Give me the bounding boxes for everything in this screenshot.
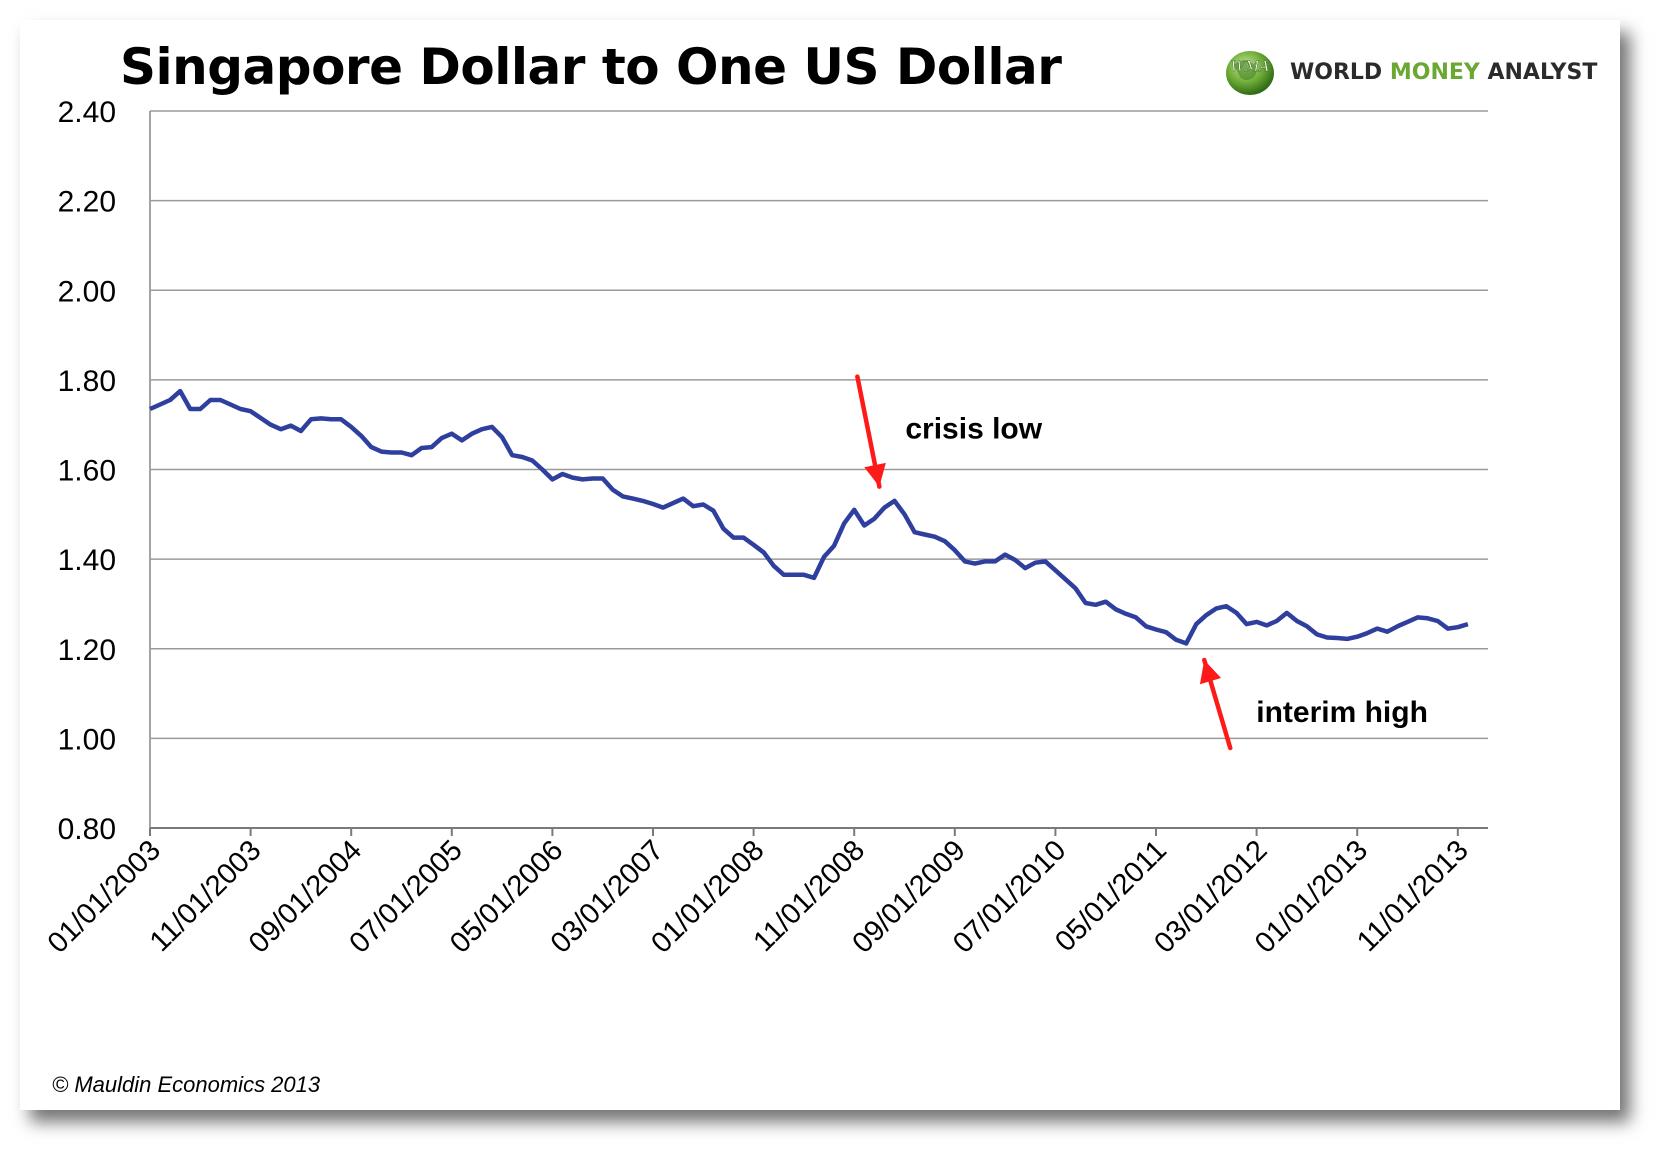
y-tick-label: 1.00 bbox=[58, 723, 116, 756]
brand-name: WORLD MONEY ANALYST bbox=[1290, 60, 1597, 85]
copyright-text: © Mauldin Economics 2013 bbox=[52, 1072, 321, 1097]
y-tick-labels: 0.80 1.00 1.20 1.40 1.60 1.80 2.00 2.20 2.40 bbox=[58, 96, 116, 846]
brand-logo: WMA WORLD MONEY ANALYST bbox=[1218, 42, 1597, 102]
crisis-low-arrow-head bbox=[864, 462, 886, 487]
crisis-low-arrow bbox=[855, 374, 886, 489]
y-tick-label: 1.20 bbox=[58, 634, 116, 667]
annotation-interim-high: interim high bbox=[1256, 696, 1428, 729]
brand-name-world: WORLD bbox=[1290, 59, 1390, 85]
y-tick-label: 1.60 bbox=[58, 455, 116, 488]
x-tick-labels: 01/01/200311/01/200309/01/200407/01/2005… bbox=[42, 834, 1475, 959]
globe-icon: WMA bbox=[1226, 51, 1274, 95]
brand-logo-text: WMA bbox=[1231, 59, 1270, 75]
annotations: crisis low interim high bbox=[855, 374, 1428, 751]
brand-name-analyst: ANALYST bbox=[1479, 59, 1598, 85]
y-tick-label: 1.40 bbox=[58, 544, 116, 577]
y-tick-label: 1.80 bbox=[58, 365, 116, 398]
interim-high-arrow-head bbox=[1199, 660, 1222, 685]
interim-high-arrow bbox=[1199, 657, 1233, 751]
y-tick-label: 2.40 bbox=[58, 96, 116, 129]
brand-name-money: MONEY bbox=[1389, 59, 1480, 85]
y-tick-label: 2.00 bbox=[58, 275, 116, 308]
y-tick-label: 0.80 bbox=[58, 813, 116, 846]
annotation-crisis-low: crisis low bbox=[905, 413, 1042, 446]
page-title: Singapore Dollar to One US Dollar bbox=[120, 38, 1062, 96]
grid-lines bbox=[150, 110, 1488, 740]
axes bbox=[149, 111, 1488, 836]
series-line bbox=[149, 388, 1469, 646]
y-tick-label: 2.20 bbox=[58, 186, 116, 219]
